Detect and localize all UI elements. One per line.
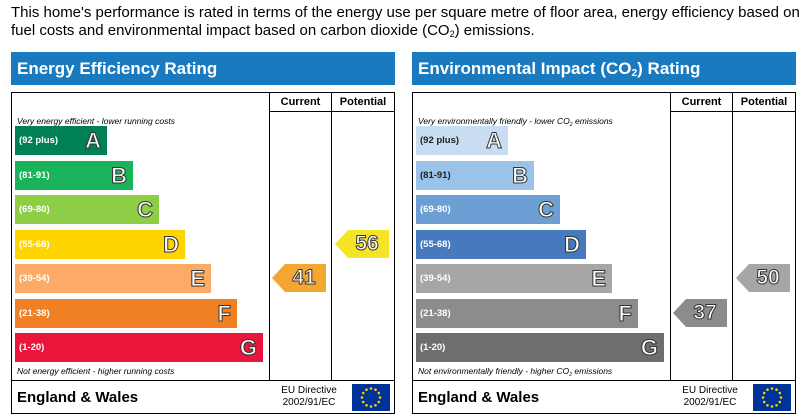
- band-e: (39-54) E: [15, 264, 211, 293]
- arrow-shape: [335, 229, 389, 258]
- current-column-header: Current: [670, 93, 732, 112]
- band-letter: A: [486, 128, 503, 154]
- potential-rating-value: 56: [355, 231, 379, 255]
- column-divider: [732, 112, 733, 380]
- band-f: (21-38) F: [416, 298, 638, 328]
- band-range: (55-68): [420, 238, 451, 250]
- band-range: (1-20): [420, 342, 446, 353]
- potential-rating-value: 50: [756, 266, 780, 290]
- potential-column-header: Potential: [331, 93, 394, 112]
- band-f: (21-38) F: [15, 298, 237, 328]
- current-rating-value: 37: [693, 300, 717, 324]
- eu-directive: EU Directive 2002/91/EC: [281, 385, 337, 408]
- panel-footer: England & Wales EU Directive 2002/91/EC: [413, 380, 795, 413]
- band-letter: E: [190, 266, 206, 292]
- band-b: (81-91) B: [15, 160, 133, 190]
- column-divider: [331, 112, 332, 380]
- band-g: (1-20) G: [15, 333, 263, 362]
- band-a: (92 plus) A: [416, 126, 508, 155]
- band-range: (39-54): [19, 273, 50, 284]
- panel-title: Energy Efficiency Rating: [11, 52, 395, 85]
- band-c: (69-80) C: [416, 195, 560, 224]
- band-letter: D: [564, 231, 581, 257]
- band-letter: G: [239, 335, 257, 361]
- band-c: (69-80) C: [15, 195, 159, 224]
- current-rating-arrow: 41: [272, 264, 326, 292]
- rating-table: Current Potential Very environmentally f…: [412, 92, 796, 414]
- eu-flag-icon: [352, 384, 390, 411]
- top-label: Very energy efficient - lower running co…: [17, 116, 175, 126]
- band-range: (55-68): [19, 238, 50, 250]
- band-range: (39-54): [420, 273, 451, 284]
- bottom-label: Not environmentally friendly - higher CO…: [418, 366, 613, 378]
- top-label: Very environmentally friendly - lower CO…: [418, 116, 613, 128]
- band-g: (1-20) G: [416, 333, 664, 362]
- band-range: (81-91): [420, 169, 451, 181]
- potential-rating-arrow: 56: [335, 229, 389, 258]
- band-letter: F: [217, 300, 231, 326]
- band-range: (81-91): [19, 169, 50, 181]
- eu-directive: EU Directive 2002/91/EC: [682, 385, 738, 408]
- band-range: (1-20): [19, 342, 45, 353]
- region-label: England & Wales: [17, 389, 139, 406]
- band-b: (81-91) B: [416, 160, 534, 190]
- band-letter: F: [618, 300, 632, 326]
- intro-text: This home's performance is rated in term…: [11, 4, 800, 39]
- arrow-shape: [673, 298, 727, 327]
- region-label: England & Wales: [418, 389, 540, 406]
- current-rating-value: 41: [292, 266, 316, 290]
- band-letter: C: [137, 197, 154, 223]
- band-range: (92 plus): [420, 135, 460, 146]
- potential-column-header: Potential: [732, 93, 795, 112]
- current-rating-arrow: 37: [673, 298, 727, 327]
- column-divider: [269, 112, 270, 380]
- band-range: (92 plus): [19, 135, 59, 146]
- energy-efficiency-panel: Energy Efficiency Rating Current Potenti…: [11, 52, 395, 414]
- band-letter: B: [111, 162, 128, 188]
- band-range: (21-38): [420, 307, 451, 319]
- band-letter: B: [512, 162, 529, 188]
- panel-footer: England & Wales EU Directive 2002/91/EC: [12, 380, 394, 413]
- band-letter: D: [163, 231, 180, 257]
- panel-title: Environmental Impact (CO2) Rating: [412, 52, 796, 85]
- band-a: (92 plus) A: [15, 126, 107, 155]
- bottom-label: Not energy efficient - higher running co…: [17, 366, 175, 376]
- band-letter: E: [591, 266, 607, 292]
- eu-flag-icon: [753, 384, 791, 411]
- column-divider: [670, 112, 671, 380]
- band-range: (69-80): [420, 204, 451, 215]
- environmental-impact-panel: Environmental Impact (CO2) Rating Curren…: [412, 52, 796, 414]
- band-range: (69-80): [19, 204, 50, 215]
- band-d: (55-68) D: [15, 229, 185, 259]
- band-e: (39-54) E: [416, 264, 612, 293]
- band-range: (21-38): [19, 307, 50, 319]
- rating-table: Current Potential Very energy efficient …: [11, 92, 395, 414]
- potential-rating-arrow: 50: [736, 264, 790, 292]
- band-letter: A: [85, 128, 102, 154]
- current-column-header: Current: [269, 93, 331, 112]
- arrow-shape: [736, 264, 790, 292]
- band-d: (55-68) D: [416, 229, 586, 259]
- band-letter: C: [538, 197, 555, 223]
- band-letter: G: [640, 335, 658, 361]
- arrow-shape: [272, 264, 326, 292]
